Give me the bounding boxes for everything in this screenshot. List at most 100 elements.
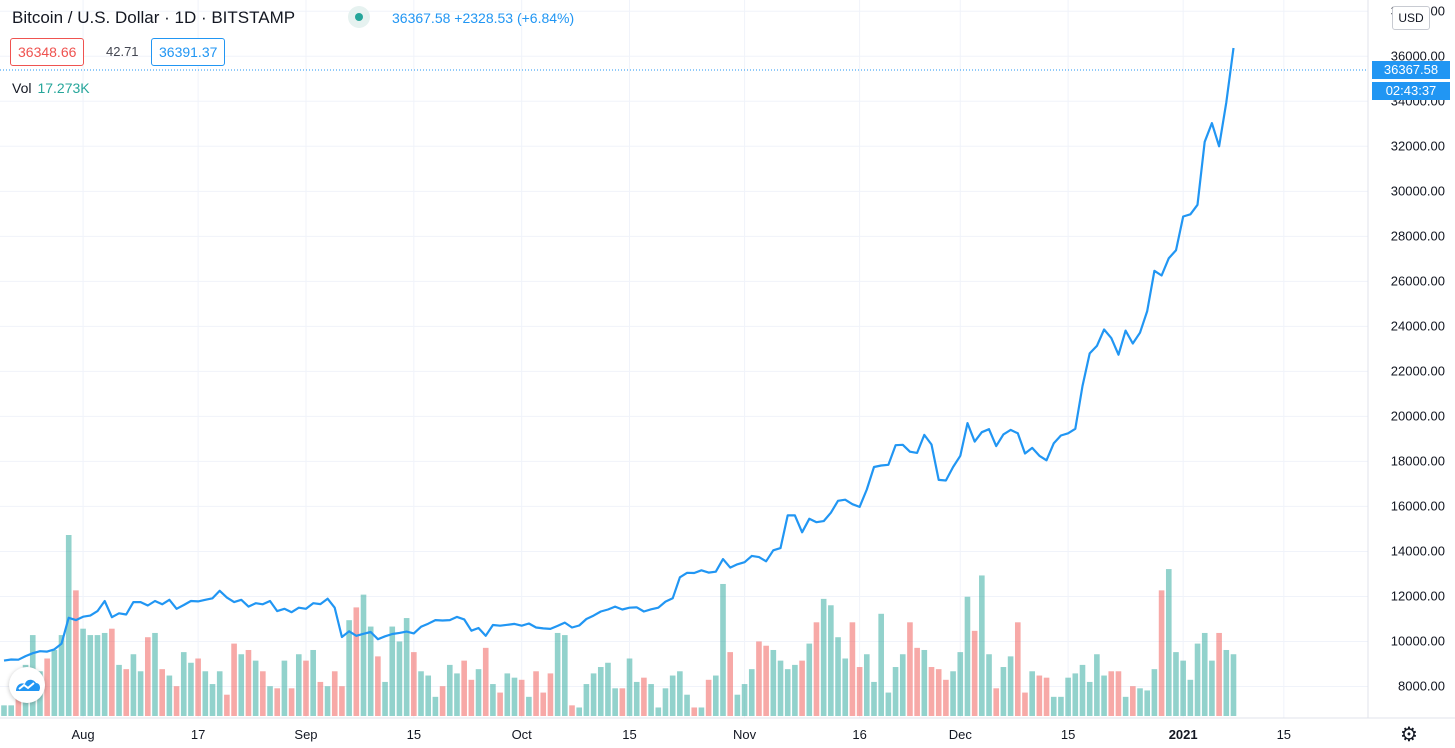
spread-value: 42.71 [106, 44, 139, 59]
time-tick-label: 15 [1277, 727, 1291, 742]
volume-bar [1029, 671, 1035, 716]
volume-bar [770, 649, 777, 716]
volume-bar [820, 598, 827, 716]
volume-bar [813, 622, 820, 716]
last-price-change: 36367.58 +2328.53 (+6.84%) [392, 10, 575, 26]
volume-bar [907, 622, 913, 716]
volume-bar [1043, 677, 1050, 716]
currency-button[interactable]: USD [1392, 6, 1430, 30]
volume-legend[interactable]: Vol 17.273K [12, 80, 90, 96]
volume-bar [216, 671, 223, 716]
volume-bar [44, 658, 50, 716]
volume-bar [360, 594, 367, 716]
volume-bar [583, 684, 590, 716]
volume-bar [914, 647, 920, 716]
volume-bar [331, 671, 338, 716]
volume-bar [1079, 664, 1086, 716]
volume-bar [641, 677, 647, 716]
volume-bar [605, 662, 611, 716]
volume-bar [468, 679, 475, 716]
buy-price-button[interactable]: 36391.37 [151, 38, 226, 66]
volume-bar [375, 656, 381, 716]
volume-bar [943, 679, 949, 716]
volume-bar [1115, 671, 1122, 716]
volume-bar [849, 622, 856, 716]
volume-bar [655, 707, 662, 716]
price-axis[interactable]: 8000.00 10000.00 12000.00 14000.00 16000.00 1… [1391, 3, 1445, 693]
volume-bar [950, 671, 956, 716]
volume-bar [195, 658, 201, 716]
volume-bar [518, 679, 525, 716]
volume-bar [1, 705, 7, 716]
volume-bar [892, 667, 899, 716]
volume-bar [1007, 656, 1014, 716]
volume-bar [799, 660, 805, 716]
settings-gear-icon[interactable]: ⚙ [1400, 724, 1418, 746]
volume-bar [928, 667, 935, 716]
volume-bar [720, 583, 726, 716]
price-tick-label: 26000.00 [1391, 273, 1445, 288]
volume-bar [382, 681, 388, 716]
volume-bar [144, 637, 151, 716]
volume-bar [899, 654, 906, 716]
price-series-line [3, 47, 1235, 662]
last-price-badge: 36367.58 [1372, 61, 1450, 79]
volume-bar [626, 658, 633, 716]
volume-bar [1072, 673, 1079, 716]
volume-bar [1173, 652, 1179, 716]
grid-lines [0, 0, 1368, 718]
time-tick-label: Oct [512, 727, 533, 742]
volume-bar [1144, 690, 1151, 716]
volume-bar [245, 649, 252, 716]
volume-bar [1000, 667, 1007, 716]
volume-bar [123, 669, 130, 716]
volume-bar [806, 643, 813, 716]
volume-bar [288, 688, 295, 716]
tradingview-logo-icon[interactable] [9, 667, 45, 703]
sell-price-button[interactable]: 36348.66 [10, 38, 85, 66]
time-tick-label: 15 [622, 727, 636, 742]
volume-label: Vol [12, 80, 32, 96]
symbol-title[interactable]: Bitcoin / U.S. Dollar · 1D · BITSTAMP [12, 8, 296, 27]
time-tick-label: 15 [1061, 727, 1075, 742]
volume-bar [454, 673, 460, 716]
price-tick-label: 8000.00 [1398, 678, 1445, 693]
volume-bar [1036, 675, 1043, 716]
volume-bar [339, 686, 345, 716]
volume-bar [619, 688, 626, 716]
volume-bars [1, 535, 1237, 716]
volume-bar [274, 688, 281, 716]
volume-bar [562, 635, 568, 716]
price-tick-label: 14000.00 [1391, 543, 1445, 558]
time-axis[interactable]: Aug 17 Sep 15 Oct 15 Nov 16 Dec 15 2021 15 [72, 727, 1292, 742]
time-tick-label: Aug [72, 727, 95, 742]
volume-bar [324, 686, 331, 716]
volume-bar [403, 618, 410, 716]
volume-bar [885, 692, 892, 716]
volume-bar [878, 613, 884, 716]
volume-bar [353, 607, 360, 716]
volume-bar [748, 669, 755, 716]
volume-bar [784, 669, 791, 716]
volume-bar [166, 675, 173, 716]
price-tick-label: 22000.00 [1391, 363, 1445, 378]
volume-bar [856, 667, 863, 716]
volume-bar [101, 632, 108, 716]
time-tick-label: 15 [407, 727, 421, 742]
volume-bar [1158, 590, 1165, 716]
volume-bar [1151, 669, 1158, 716]
market-status-icon[interactable] [348, 6, 370, 28]
volume-bar [590, 673, 597, 716]
volume-bar [935, 669, 942, 716]
volume-bar [87, 635, 94, 716]
volume-bar [691, 707, 698, 716]
volume-bar [51, 649, 58, 716]
volume-bar [828, 605, 834, 716]
volume-bar [597, 667, 604, 716]
time-tick-label: Nov [733, 727, 757, 742]
time-tick-label: 16 [852, 727, 866, 742]
volume-bar [1187, 679, 1194, 716]
volume-bar [439, 686, 446, 716]
volume-bar [389, 626, 396, 716]
